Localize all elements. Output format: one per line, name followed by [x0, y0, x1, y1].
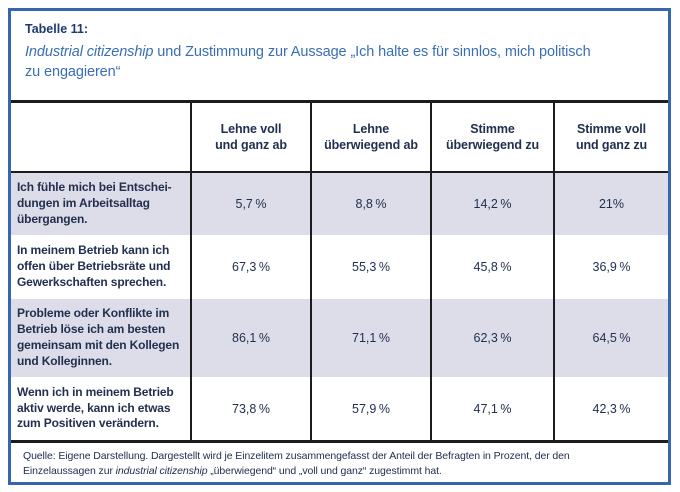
- row-label: In meinem Betrieb kann ich offen über Be…: [17, 243, 171, 289]
- table-row-2: In meinem Betrieb kann ich offen über Be…: [11, 235, 668, 299]
- value-cell: 5,7 %: [190, 173, 310, 235]
- table-header-row: Lehne voll und ganz ab Lehne überwiegend…: [11, 103, 668, 173]
- value-cell: 86,1 %: [190, 299, 310, 377]
- row-label: Probleme oder Konflikte im Betrieb löse …: [17, 306, 180, 368]
- value-cell: 21%: [553, 173, 668, 235]
- value-cell: 71,1 %: [310, 299, 430, 377]
- value-cell: 14,2 %: [430, 173, 553, 235]
- value-cell: 8,8 %: [310, 173, 430, 235]
- row-label: Wenn ich in meinem Betrieb aktiv werde, …: [17, 384, 174, 431]
- column-header-stimme-voll: Stimme voll und ganz zu: [553, 103, 668, 171]
- value-cell: 57,9 %: [310, 377, 430, 440]
- column-header-stimme-ueberwiegend: Stimme überwiegend zu: [430, 103, 553, 171]
- value-cell: 62,3 %: [430, 299, 553, 377]
- table-row-1: Ich fühle mich bei Entschei- dungen im A…: [11, 173, 668, 235]
- source-note-part1: Quelle: Eigene Darstellung. Dargestellt …: [23, 450, 570, 478]
- table-row-4: Wenn ich in meinem Betrieb aktiv werde, …: [11, 377, 668, 440]
- value-cell: 64,5 %: [553, 299, 668, 377]
- table-title-italic: Industrial citizenship: [25, 44, 154, 60]
- table-figure: Tabelle 11: Industrial citizenship und Z…: [8, 8, 671, 485]
- value-cell: 47,1 %: [430, 377, 553, 440]
- row-label: Ich fühle mich bei Entschei- dungen im A…: [17, 180, 172, 226]
- column-header-lehne-ueberwiegend: Lehne überwiegend ab: [310, 103, 430, 171]
- source-note-part2: „überwiegend“ und „voll und ganz“ zugest…: [207, 465, 442, 478]
- table-body: Ich fühle mich bei Entschei- dungen im A…: [11, 173, 668, 443]
- value-cell: 73,8 %: [190, 377, 310, 440]
- table-title-rest: und Zustimmung zur Aussage „Ich halte es…: [25, 44, 591, 80]
- column-header-lehne-voll: Lehne voll und ganz ab: [190, 103, 310, 171]
- value-cell: 42,3 %: [553, 377, 668, 440]
- table-number: Tabelle 11:: [25, 22, 88, 36]
- value-cell: 45,8 %: [430, 235, 553, 299]
- table-title: Industrial citizenship und Zustimmung zu…: [25, 43, 654, 82]
- source-note-italic: industrial citizenship: [115, 465, 208, 478]
- value-cell: 36,9 %: [553, 235, 668, 299]
- header-empty-cell: [11, 103, 190, 171]
- source-note: Quelle: Eigene Darstellung. Dargestellt …: [11, 443, 668, 482]
- title-block: Tabelle 11: Industrial citizenship und Z…: [11, 11, 668, 103]
- value-cell: 55,3 %: [310, 235, 430, 299]
- table-row-3: Probleme oder Konflikte im Betrieb löse …: [11, 299, 668, 377]
- value-cell: 67,3 %: [190, 235, 310, 299]
